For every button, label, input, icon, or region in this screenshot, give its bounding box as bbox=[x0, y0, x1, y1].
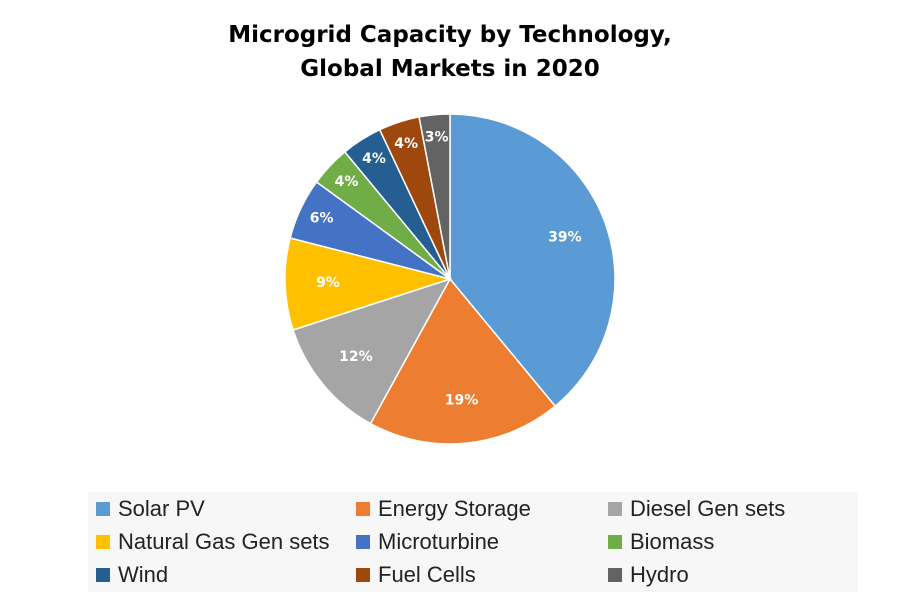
legend-item-diesel-gen-sets: Diesel Gen sets bbox=[608, 494, 785, 524]
pie-slice-energy-storage bbox=[369, 277, 557, 445]
legend-item-energy-storage: Energy Storage bbox=[356, 494, 531, 524]
legend-item-fuel-cells: Fuel Cells bbox=[356, 560, 476, 590]
legend-swatch bbox=[96, 568, 110, 582]
legend-label: Energy Storage bbox=[378, 496, 531, 521]
legend-swatch bbox=[356, 535, 370, 549]
legend-label: Microturbine bbox=[378, 529, 500, 554]
legend-item-solar-pv: Solar PV bbox=[96, 494, 205, 524]
chart-title-line-1: Microgrid Capacity by Technology, bbox=[228, 22, 672, 48]
data-label-energy-storage: 19% bbox=[445, 393, 479, 409]
legend: Solar PV Energy Storage Diesel Gen sets Nat… bbox=[88, 492, 858, 592]
legend-item-microturbine: Microturbine bbox=[356, 527, 499, 557]
legend-label: Solar PV bbox=[118, 496, 205, 521]
legend-swatch bbox=[96, 502, 110, 516]
legend-label: Diesel Gen sets bbox=[630, 496, 786, 521]
data-label-wind: 4% bbox=[362, 151, 386, 167]
legend-item-wind: Wind bbox=[96, 560, 168, 590]
pie-chart: 39%19%12%9%6%4%4%4% 3% bbox=[284, 113, 616, 445]
pie-slice-diesel-gen-sets bbox=[292, 277, 452, 425]
legend-label: Natural Gas Gen sets bbox=[118, 529, 330, 554]
legend-item-hydro: Hydro bbox=[608, 560, 689, 590]
legend-label: Biomass bbox=[630, 529, 715, 554]
data-label-fuel-cells: 4% bbox=[394, 136, 418, 152]
data-label-biomass: 4% bbox=[335, 174, 359, 190]
legend-swatch bbox=[356, 568, 370, 582]
legend-label: Hydro bbox=[630, 562, 689, 587]
legend-item-natural-gas-gen-sets: Natural Gas Gen sets bbox=[96, 527, 330, 557]
pie-slice-hydro bbox=[418, 113, 451, 280]
chart-title-line-2: Global Markets in 2020 bbox=[300, 56, 600, 82]
legend-swatch bbox=[608, 535, 622, 549]
data-label-solar-pv: 39% bbox=[548, 230, 582, 246]
data-label-hydro: 3% bbox=[425, 130, 449, 146]
legend-swatch bbox=[96, 535, 110, 549]
data-label-microturbine: 6% bbox=[310, 211, 334, 227]
legend-swatch bbox=[608, 502, 622, 516]
legend-swatch bbox=[608, 568, 622, 582]
legend-item-biomass: Biomass bbox=[608, 527, 714, 557]
data-label-natural-gas-gen-sets: 9% bbox=[316, 275, 340, 291]
pie-slices bbox=[284, 113, 616, 445]
legend-label: Fuel Cells bbox=[378, 562, 476, 587]
chart-title: Microgrid Capacity by Technology, Global… bbox=[0, 18, 900, 86]
pie-slice-solar-pv bbox=[449, 113, 616, 408]
pie-slice-natural-gas-gen-sets bbox=[284, 237, 453, 331]
pie-data-labels: 39%19%12%9%6%4%4%4% 3% bbox=[310, 130, 582, 409]
data-label-diesel-gen-sets: 12% bbox=[339, 349, 373, 365]
legend-swatch bbox=[356, 502, 370, 516]
legend-label: Wind bbox=[118, 562, 169, 587]
